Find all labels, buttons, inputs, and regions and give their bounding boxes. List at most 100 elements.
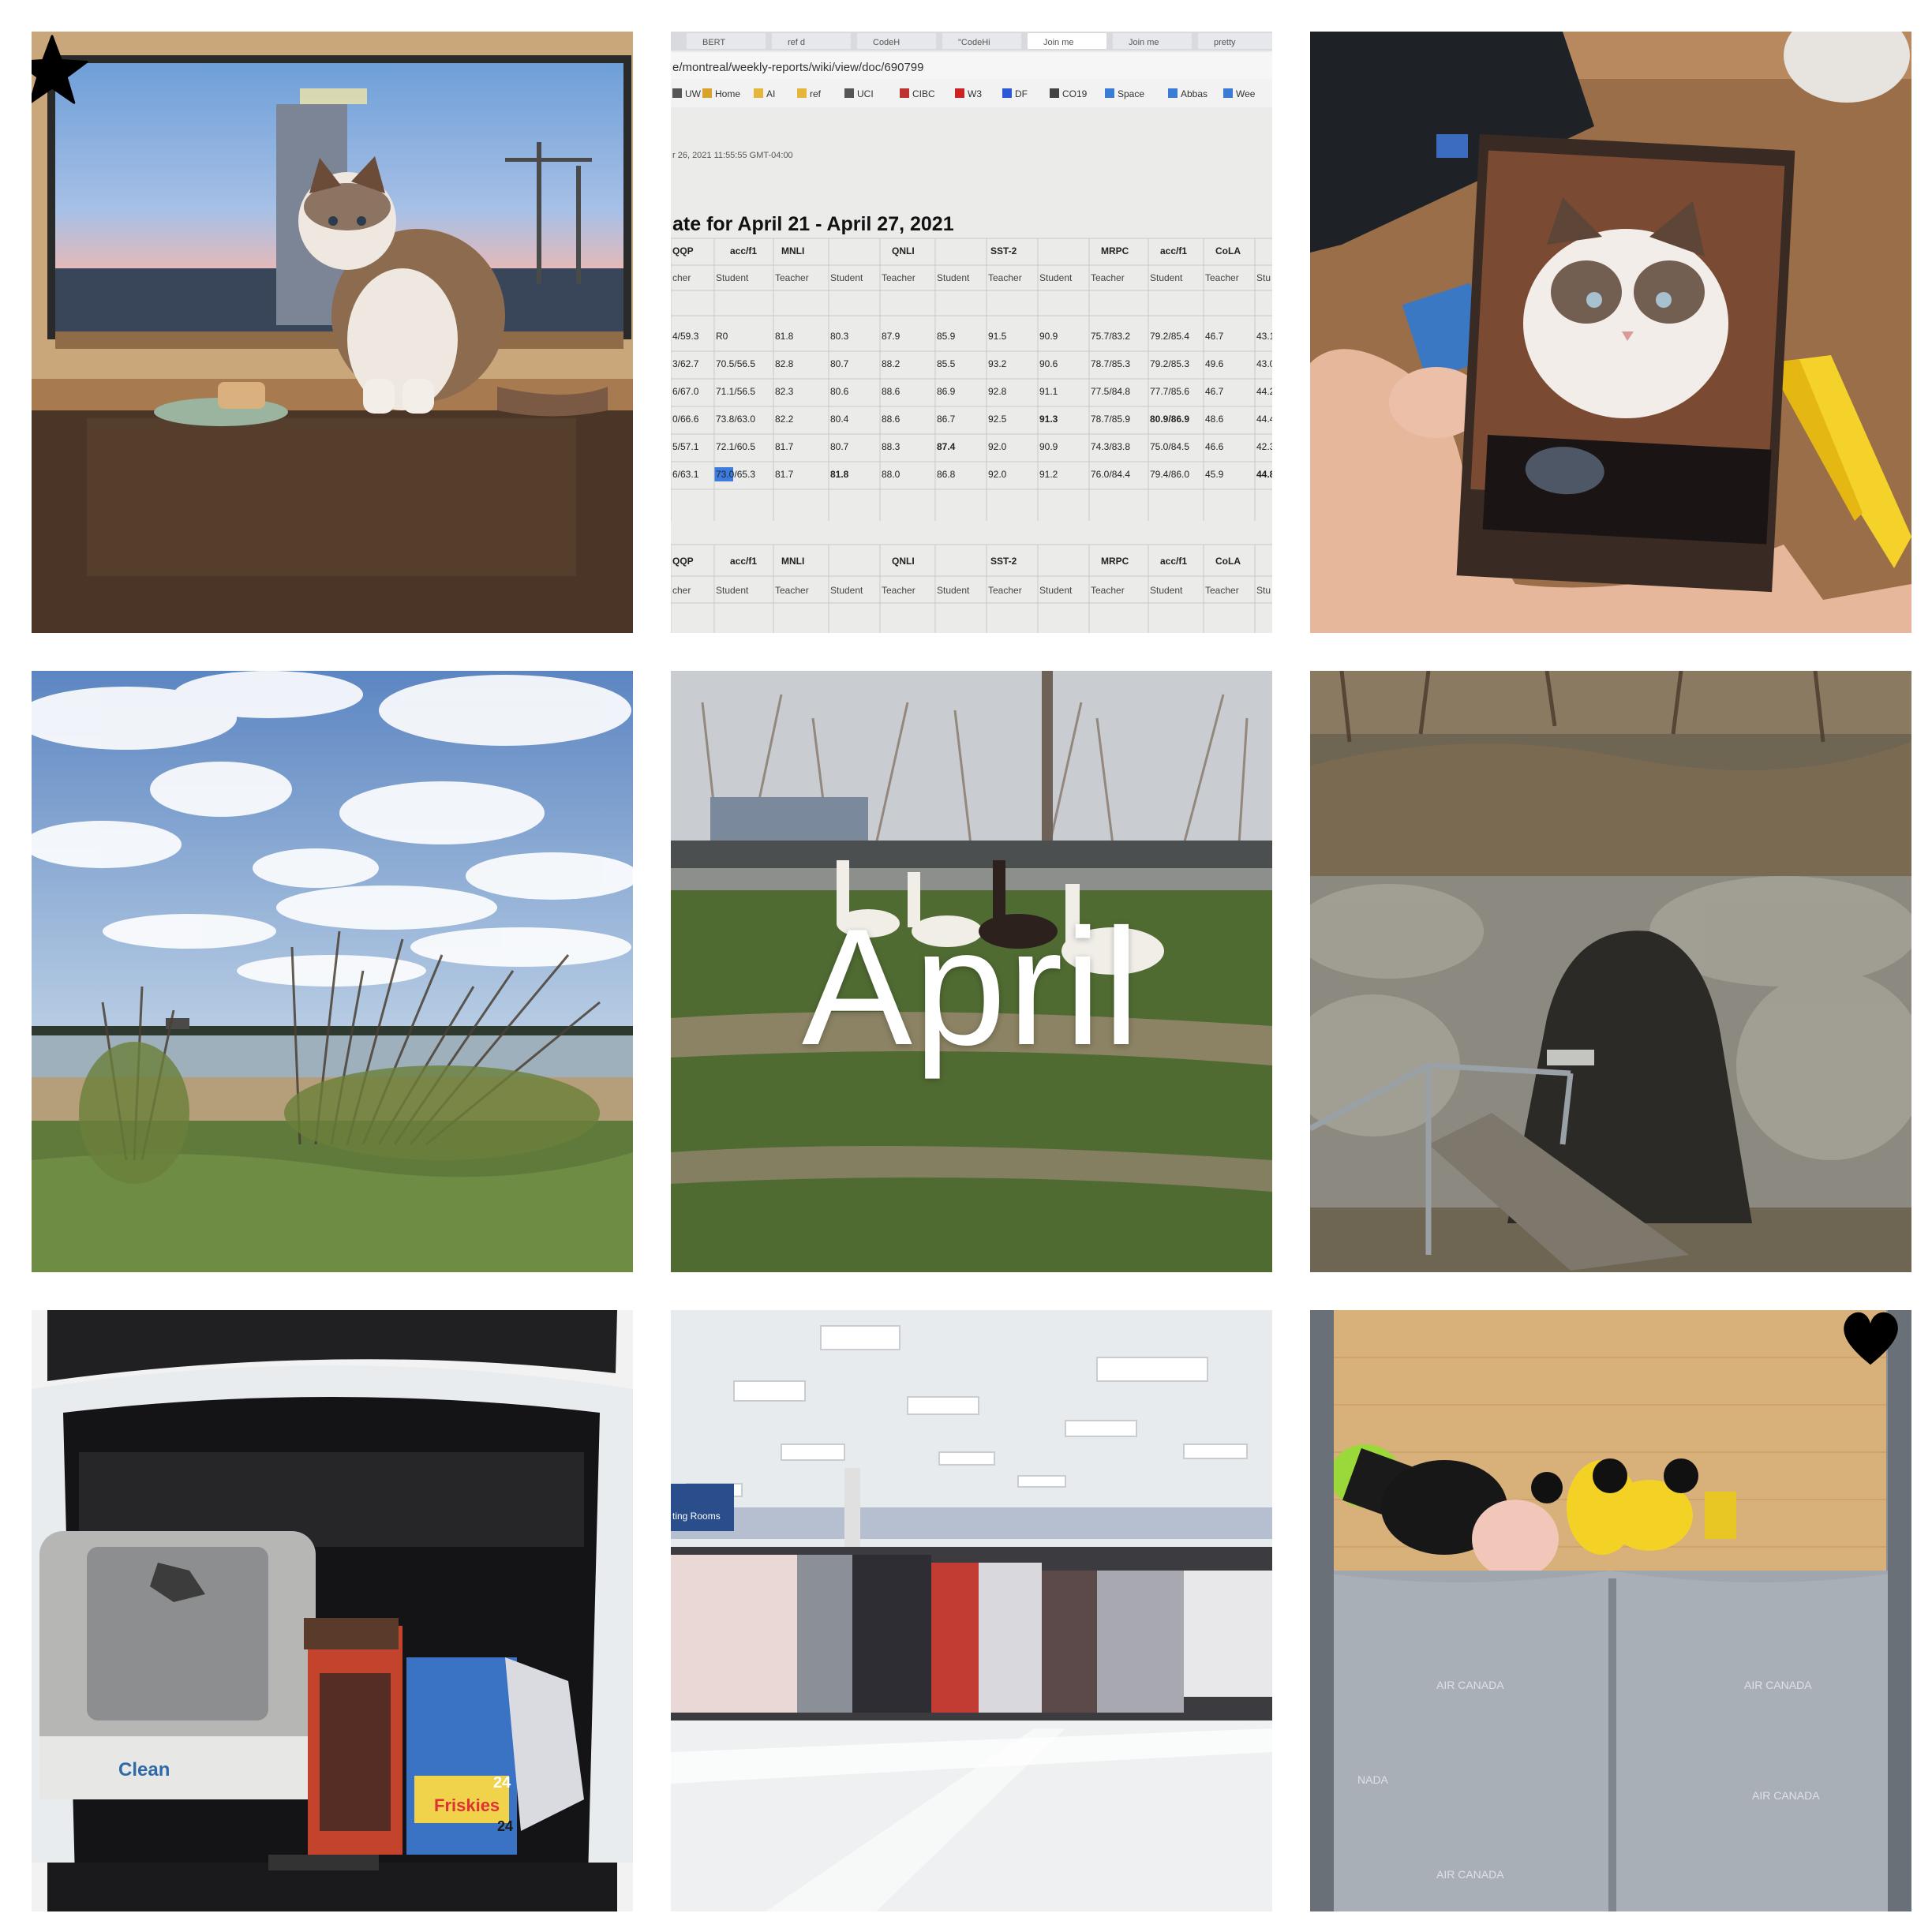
cat-food-count-2: 24 xyxy=(497,1818,513,1834)
table-group-header-2: QQP xyxy=(672,556,694,567)
table-cell: 82.8 xyxy=(775,358,794,369)
table-cell: 48.6 xyxy=(1205,414,1224,425)
table-cell: 3/62.7 xyxy=(672,358,699,369)
table-cell: 43.0 xyxy=(1256,358,1272,369)
table-group-header: CoLA xyxy=(1215,245,1241,256)
table-cell: 72.1/60.5 xyxy=(716,441,755,452)
table-cell: 80.3 xyxy=(830,331,849,342)
table-group-header-2: acc/f1 xyxy=(1160,556,1187,567)
table-cell: 45.9 xyxy=(1205,469,1224,480)
table-role-header: Student xyxy=(937,272,970,283)
browser-tab-label: Join me xyxy=(1129,38,1159,47)
bookmark-item: W3 xyxy=(968,88,982,99)
bookmark-item: AI xyxy=(766,88,775,99)
table-role-header: Student xyxy=(1150,272,1183,283)
table-role-header-2: Student xyxy=(937,585,970,596)
browser-tab[interactable] xyxy=(857,33,936,49)
table-role-header: Teacher xyxy=(1091,272,1125,283)
browser-tab[interactable] xyxy=(942,33,1021,49)
browser-tab-label: pretty xyxy=(1214,38,1236,47)
table-role-header: Teacher xyxy=(775,272,809,283)
table-cell: 92.5 xyxy=(988,414,1007,425)
table-group-header: acc/f1 xyxy=(730,245,757,256)
table-role-header: Teacher xyxy=(882,272,915,283)
table-cell: 87.9 xyxy=(882,331,900,342)
browser-tab[interactable] xyxy=(1113,33,1192,49)
table-cell: 49.6 xyxy=(1205,358,1224,369)
table-role-header: Stu xyxy=(1256,272,1271,283)
store-sign: ting Rooms xyxy=(672,1511,721,1522)
table-group-header-2: MNLI xyxy=(781,556,804,567)
table-role-header: Teacher xyxy=(1205,272,1239,283)
table-cell: 79.2/85.3 xyxy=(1150,358,1189,369)
browser-tab[interactable] xyxy=(1198,33,1272,49)
bookmark-item: Wee xyxy=(1236,88,1256,99)
browser-tab-label: "CodeHi xyxy=(958,38,990,47)
table-cell: 90.9 xyxy=(1039,441,1058,452)
table-group-header: QQP xyxy=(672,245,694,256)
table-group-header: MRPC xyxy=(1101,245,1129,256)
table-cell: 76.0/84.4 xyxy=(1091,469,1130,480)
photo-plush-toys: AIR CANADA AIR CANADA NADA AIR CANADA AI… xyxy=(1310,1310,1911,1911)
photo-printed-cat xyxy=(1310,32,1911,633)
table-cell: 92.8 xyxy=(988,386,1007,397)
table-group-header-2: SST-2 xyxy=(990,556,1017,567)
seat-pocket-brand-3: NADA xyxy=(1357,1773,1389,1786)
browser-tab-label: Join me xyxy=(1043,38,1074,47)
heart-doodle-icon xyxy=(1844,1312,1898,1365)
store-photo-icon: ting Rooms xyxy=(671,1310,1272,1911)
litter-box-label: Clean xyxy=(118,1759,170,1780)
table-cell: 46.7 xyxy=(1205,331,1224,342)
table-cell: 80.4 xyxy=(830,414,849,425)
table-cell: 86.9 xyxy=(937,386,956,397)
table-cell: 91.5 xyxy=(988,331,1007,342)
bookmark-item: CIBC xyxy=(912,88,935,99)
table-group-header-2: QNLI xyxy=(892,556,915,567)
bookmark-item: UCI xyxy=(857,88,874,99)
table-group-header: SST-2 xyxy=(990,245,1017,256)
bookmark-icon xyxy=(1050,88,1059,98)
table-cell: 80.7 xyxy=(830,441,849,452)
bookmark-icon xyxy=(1105,88,1114,98)
table-cell: 43.1 xyxy=(1256,331,1272,342)
table-cell: 0/66.6 xyxy=(672,414,699,425)
table-cell: 80.6 xyxy=(830,386,849,397)
table-cell: 6/63.1 xyxy=(672,469,699,480)
table-group-header-2: CoLA xyxy=(1215,556,1241,567)
screen-photo-icon: BERT ref d CodeH "CodeHi Join me Join me prett… xyxy=(671,32,1272,633)
table-cell: R0 xyxy=(716,331,728,342)
table-cell: 91.2 xyxy=(1039,469,1058,480)
table-role-header-2: Teacher xyxy=(775,585,809,596)
table-cell: 81.8 xyxy=(830,469,849,480)
table-role-header-2: Student xyxy=(716,585,749,596)
table-group-header-2: MRPC xyxy=(1101,556,1129,567)
bookmark-icon xyxy=(797,88,807,98)
table-cell: 44.8 xyxy=(1256,469,1272,480)
table-cell: 79.4/86.0 xyxy=(1150,469,1189,480)
plush-photo-icon: AIR CANADA AIR CANADA NADA AIR CANADA AI… xyxy=(1310,1310,1911,1911)
bookmark-icon xyxy=(1168,88,1178,98)
browser-tab[interactable] xyxy=(687,33,766,49)
table-cell: 80.7 xyxy=(830,358,849,369)
table-cell: 70.5/56.5 xyxy=(716,358,755,369)
table-role-header-2: Student xyxy=(1150,585,1183,596)
table-group-header: acc/f1 xyxy=(1160,245,1187,256)
table-role-header-2: Teacher xyxy=(882,585,915,596)
table-role-header-2: Teacher xyxy=(988,585,1022,596)
table-cell: 78.7/85.3 xyxy=(1091,358,1130,369)
seat-pocket-brand-5: AIR CANADA xyxy=(1436,1868,1504,1881)
table-cell: 86.8 xyxy=(937,469,956,480)
bookmark-item: Home xyxy=(715,88,740,99)
browser-tab[interactable] xyxy=(1028,33,1106,49)
table-cell: 75.0/84.5 xyxy=(1150,441,1189,452)
llama-photo-icon xyxy=(671,671,1272,1272)
table-cell: 91.1 xyxy=(1039,386,1058,397)
landscape-photo-icon xyxy=(32,671,633,1272)
photo-lake-sky xyxy=(32,671,633,1272)
table-cell: 73.0/65.3 xyxy=(716,469,755,480)
table-role-header-2: Student xyxy=(1039,585,1073,596)
table-cell: 46.7 xyxy=(1205,386,1224,397)
browser-tab[interactable] xyxy=(772,33,851,49)
table-cell: 6/67.0 xyxy=(672,386,699,397)
table-cell: 93.2 xyxy=(988,358,1007,369)
